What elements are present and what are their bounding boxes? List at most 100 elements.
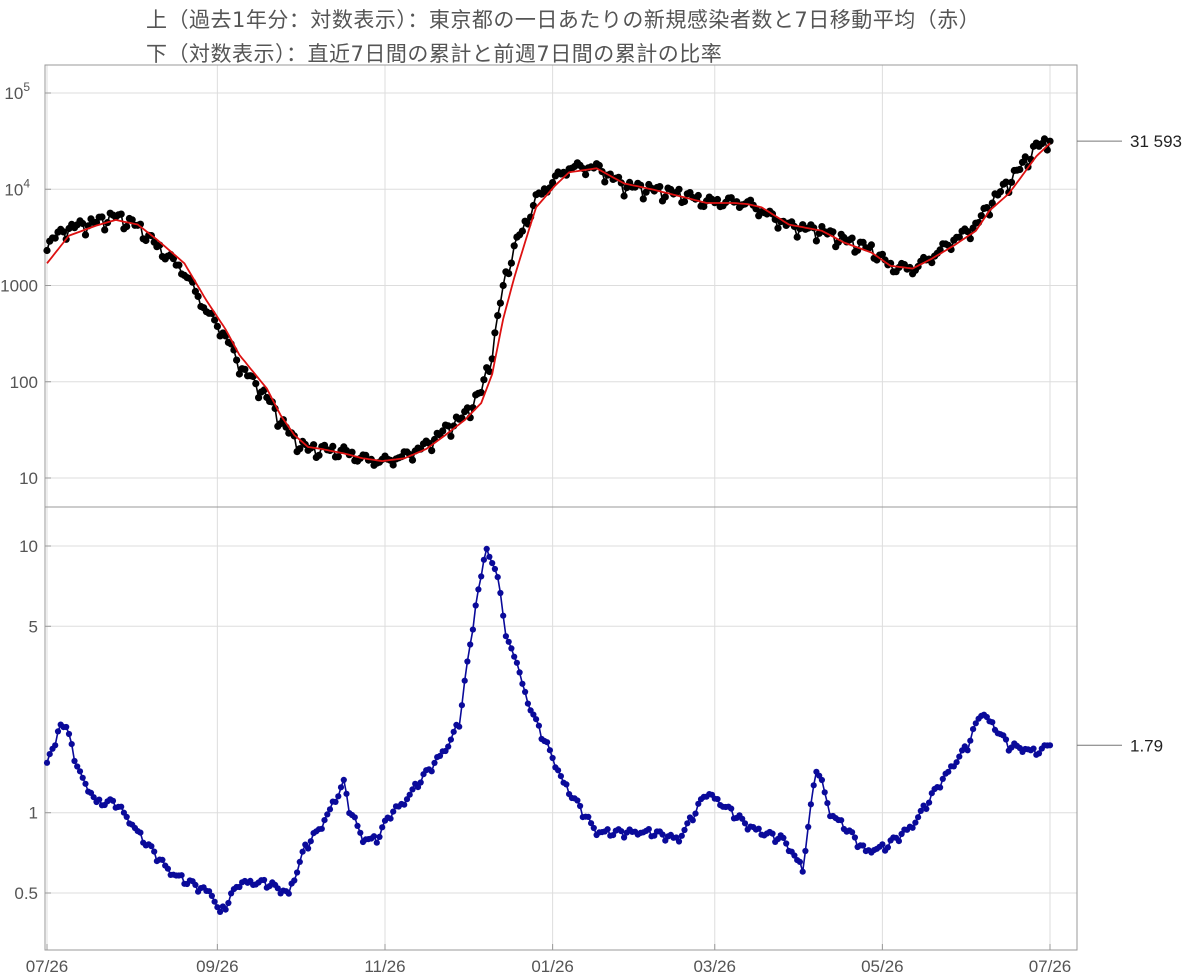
daily-cases-point [859,238,867,246]
ratio-point [445,743,452,750]
daily-cases-point [505,270,513,278]
daily-cases-point [595,161,603,170]
ratio-point [574,797,581,804]
ratio-point [217,908,224,916]
daily-cases-point [680,197,689,206]
ratio-point [65,730,73,738]
ratio-point [54,728,62,735]
x-tick-label: 05/26 [861,957,904,976]
daily-cases-point [983,204,991,212]
daily-cases-point [1016,165,1024,174]
daily-cases-point [59,228,68,236]
ratio-point [807,801,815,808]
ratio-point [332,798,339,806]
daily-cases-point [194,292,202,300]
ratio-point [645,826,652,833]
ratio-point [511,653,518,660]
x-tick-label: 11/26 [364,957,405,976]
ratio-point [799,868,806,875]
daily-cases-point [1002,178,1010,186]
daily-cases-point [128,216,136,224]
daily-cases-point [582,171,590,179]
daily-cases-point [494,312,502,320]
daily-cases-point [123,222,131,231]
daily-cases-point [620,192,628,200]
ratio-point [401,801,408,808]
x-tick-label: 03/26 [693,957,736,976]
ratio-point [912,819,919,826]
daily-cases-point [510,242,518,250]
ratio-point [467,641,474,648]
ratio-point [489,560,496,567]
daily-cases-point [255,394,263,402]
daily-cases-point [639,195,647,203]
ratio-point [469,626,476,633]
ratio-point [780,834,787,842]
ratio-point [898,830,905,838]
ratio-point [159,856,166,864]
ratio-point [321,817,328,824]
daily-cases-point [812,237,821,245]
ratio-point [895,838,903,845]
ratio-point [524,700,532,707]
daily-cases-point [101,226,109,234]
daily-cases-point [241,365,249,373]
daily-cases-point [507,259,515,267]
ratio-point [805,823,812,831]
ratio-point [546,747,554,754]
ratio-point [860,842,867,849]
ratio-point [491,565,498,573]
chart-title-bottom: 下（対数表示）：直近7日間の累計と前週7日間の累計の比率 [146,42,723,66]
ratio-point [972,720,979,727]
ratio-point [450,728,457,735]
ratio-point [783,840,790,847]
ratio-point [590,824,597,832]
ratio-point [909,824,916,831]
ratio-point [675,838,683,845]
ratio-point [326,806,334,813]
ratio-point [604,826,611,833]
ratio-point [480,556,487,563]
daily-cases-point [661,193,669,201]
daily-cases-point [491,329,499,337]
daily-cases-point [966,235,974,243]
ratio-point [79,774,86,781]
ratio-point [544,739,551,746]
ratio-point [137,829,144,836]
ratio-point [549,754,556,762]
daily-cases-point [428,447,436,455]
ratio-point [43,759,51,766]
ratio-point [535,722,543,729]
ratio-point [684,820,691,827]
ratio-point [211,898,218,905]
grid-layer [45,65,1077,950]
ratio-point [373,839,380,846]
ratio-point [621,834,628,841]
y-tick-label: 10 [19,469,38,488]
ratio-point [796,858,804,866]
ratio-point [755,825,762,832]
x-tick-label: 07/26 [1029,957,1072,976]
ratio-point [838,817,845,824]
daily-cases-point [829,228,837,236]
daily-cases-point [1046,137,1054,145]
daily-cases-point [480,376,488,384]
ratio-point [351,814,358,821]
ratio-line [46,546,1051,914]
ratio-point [497,589,504,597]
daily-cases-point [389,461,397,469]
daily-cases-point [996,188,1005,196]
daily-cases-point [213,322,221,330]
ratio-point [236,883,243,891]
ratio-point [63,723,70,731]
ratio-point [879,841,886,848]
ratio-point [915,814,922,821]
ratio-point [82,780,89,787]
ratio-point [118,803,125,810]
daily-cases-point [233,356,241,364]
ratio-point [403,796,411,803]
daily-cases-point [1040,135,1049,143]
ratio-point [739,815,746,822]
ratio-point [428,768,435,775]
daily-cases-point [694,191,702,200]
